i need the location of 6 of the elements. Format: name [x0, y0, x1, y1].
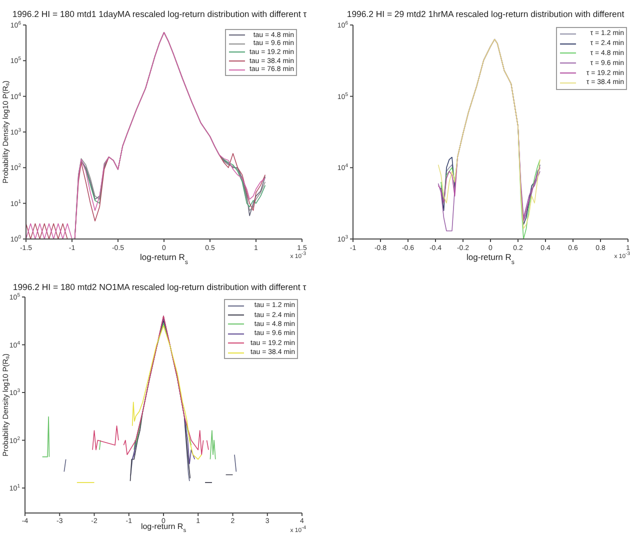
chart-title: 1996.2 HI = 180 mtd1 1dayMA rescaled log-return distribution with different τ: [12, 9, 307, 19]
x-axis-title: log-return R$_{s}$: [140, 252, 188, 266]
chart-title: 1996.2 HI = 180 mtd2 NO1MA rescaled log-return distribution with different τ: [12, 282, 306, 292]
x-axis-title: log-return R$_{s}$: [140, 522, 186, 534]
chart-title: 1996.2 HI = 29 mtd2 1hrMA rescaled log-return distribution with different: [346, 9, 624, 19]
x-axis-title: log-return R$_{s}$: [466, 252, 514, 266]
